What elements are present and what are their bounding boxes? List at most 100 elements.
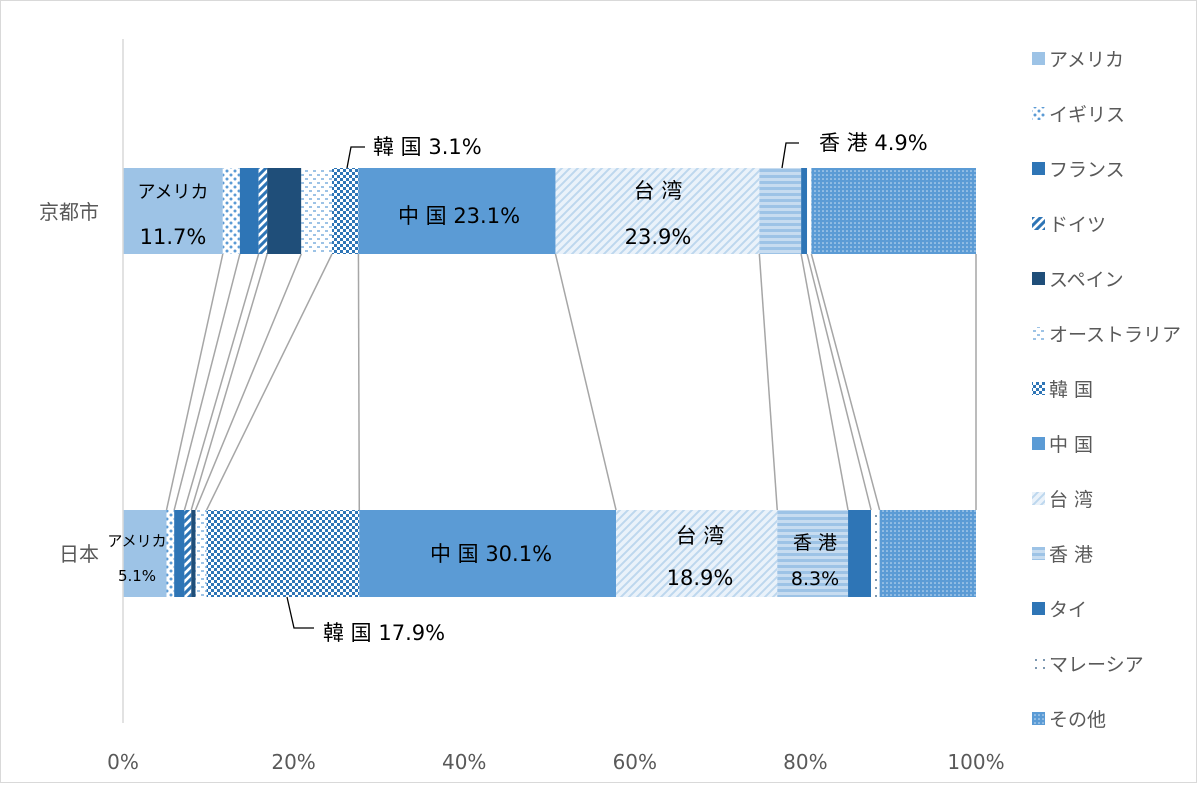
- connector-line: [173, 253, 241, 511]
- connector-line: [357, 253, 361, 511]
- bar-segment: [331, 168, 359, 254]
- legend-item: イギリス: [1032, 104, 1125, 126]
- label-kyoto-hongkong: 香 港 4.9%: [819, 131, 928, 155]
- bar-segment: [871, 510, 880, 597]
- legend-item: ドイツ: [1032, 214, 1106, 236]
- legend-swatch: [1032, 437, 1045, 450]
- legend-swatch: [1032, 547, 1045, 560]
- bar-segment: [258, 168, 268, 254]
- bar-segment: [811, 168, 976, 254]
- legend-swatch: [1032, 327, 1045, 340]
- bar-segment: [801, 168, 808, 254]
- label-kyoto-china: 中 国 23.1%: [398, 204, 520, 228]
- legend-label: フランス: [1049, 159, 1125, 181]
- bar-segment: [777, 510, 849, 597]
- bar-segment: [359, 510, 617, 597]
- x-tick-label: 100%: [947, 750, 1004, 774]
- legend-item: フランス: [1032, 159, 1125, 181]
- bar-segment: [555, 168, 760, 254]
- legend-item: 中 国: [1032, 434, 1093, 456]
- label-japan-taiwan-value: 18.9%: [667, 566, 734, 590]
- legend-label: アメリカ: [1049, 49, 1124, 71]
- legend-label: 韓 国: [1049, 379, 1093, 401]
- connector-line: [190, 253, 268, 511]
- connector-line: [806, 253, 872, 511]
- legend-label: ドイツ: [1049, 214, 1106, 236]
- bar-segment: [206, 510, 360, 597]
- x-tick-label: 40%: [442, 750, 486, 774]
- legend-swatch: [1032, 107, 1045, 120]
- connector-line: [800, 253, 849, 511]
- legend-swatch: [1032, 272, 1045, 285]
- connector-line: [554, 253, 617, 511]
- bar-segment: [301, 168, 332, 254]
- legend-swatch: [1032, 602, 1045, 615]
- legend-item: アメリカ: [1032, 49, 1124, 71]
- legend-swatch: [1032, 382, 1045, 395]
- legend-item: オーストラリア: [1032, 324, 1181, 346]
- legend-item: スペイン: [1032, 269, 1124, 291]
- bar-segment: [267, 168, 302, 254]
- legend-label: タイ: [1049, 599, 1087, 621]
- label-japan-korea: 韓 国 17.9%: [323, 621, 445, 645]
- x-tick-label: 60%: [613, 750, 657, 774]
- legend-swatch: [1032, 217, 1045, 230]
- bar-segment: [174, 510, 185, 597]
- label-japan-taiwan-name: 台 湾: [676, 524, 725, 548]
- data-labels: アメリカ 11.7% 中 国 23.1% 台 湾 23.9% 韓 国 3.1% 香 港 4.…: [107, 131, 927, 645]
- bar-segment: [195, 510, 207, 597]
- bar-segment: [848, 510, 872, 597]
- bar-segment: [759, 168, 802, 254]
- bar-segment: [879, 510, 976, 597]
- label-kyoto-taiwan-name: 台 湾: [634, 179, 683, 203]
- legend-label: オーストラリア: [1049, 324, 1181, 346]
- legend-swatch: [1032, 712, 1045, 725]
- legend-label: 香 港: [1049, 544, 1093, 566]
- bar-segment: [616, 510, 778, 597]
- connector-lines: [165, 253, 977, 511]
- label-japan-america-value: 5.1%: [118, 567, 156, 585]
- label-japan-china: 中 国 30.1%: [430, 542, 552, 566]
- legend-item: 香 港: [1032, 544, 1093, 566]
- leader-kyoto-hongkong: [781, 142, 799, 169]
- bar-segment: [358, 168, 556, 254]
- x-tick-label: 20%: [271, 750, 315, 774]
- legend-label: 台 湾: [1049, 489, 1093, 511]
- label-japan-america-name: アメリカ: [107, 532, 166, 550]
- x-tick-label: 0%: [107, 750, 139, 774]
- label-kyoto-america-value: 11.7%: [140, 225, 207, 249]
- legend-item: タイ: [1032, 599, 1087, 621]
- label-kyoto-taiwan-value: 23.9%: [625, 225, 692, 249]
- legend-label: 中 国: [1049, 434, 1093, 456]
- connector-line: [758, 253, 778, 511]
- label-kyoto-america-name: アメリカ: [137, 182, 208, 203]
- legend-label: スペイン: [1049, 269, 1124, 291]
- label-kyoto-korea: 韓 国 3.1%: [373, 135, 482, 159]
- label-japan-hongkong-value: 8.3%: [791, 568, 839, 590]
- connector-line: [165, 253, 224, 511]
- bars: [123, 168, 976, 597]
- bar-segment: [191, 510, 196, 597]
- legend-item: その他: [1032, 709, 1106, 731]
- bar-segment: [184, 510, 192, 597]
- leader-japan-korea: [286, 596, 314, 629]
- leader-kyoto-korea: [346, 146, 365, 169]
- legend-item: 韓 国: [1032, 379, 1093, 401]
- connector-line: [205, 253, 333, 511]
- bar-segment: [123, 168, 223, 254]
- connector-line: [810, 253, 881, 511]
- legend-item: 台 湾: [1032, 489, 1093, 511]
- y-category-label: 京都市: [39, 200, 99, 224]
- x-tick-label: 80%: [783, 750, 827, 774]
- connector-line: [194, 253, 302, 511]
- bar-segment: [222, 168, 240, 254]
- legend-item: マレーシア: [1032, 654, 1144, 676]
- label-japan-hongkong-name: 香 港: [793, 532, 837, 554]
- legend-label: イギリス: [1049, 104, 1125, 126]
- legend-swatch: [1032, 52, 1045, 65]
- bar-segment: [123, 510, 167, 597]
